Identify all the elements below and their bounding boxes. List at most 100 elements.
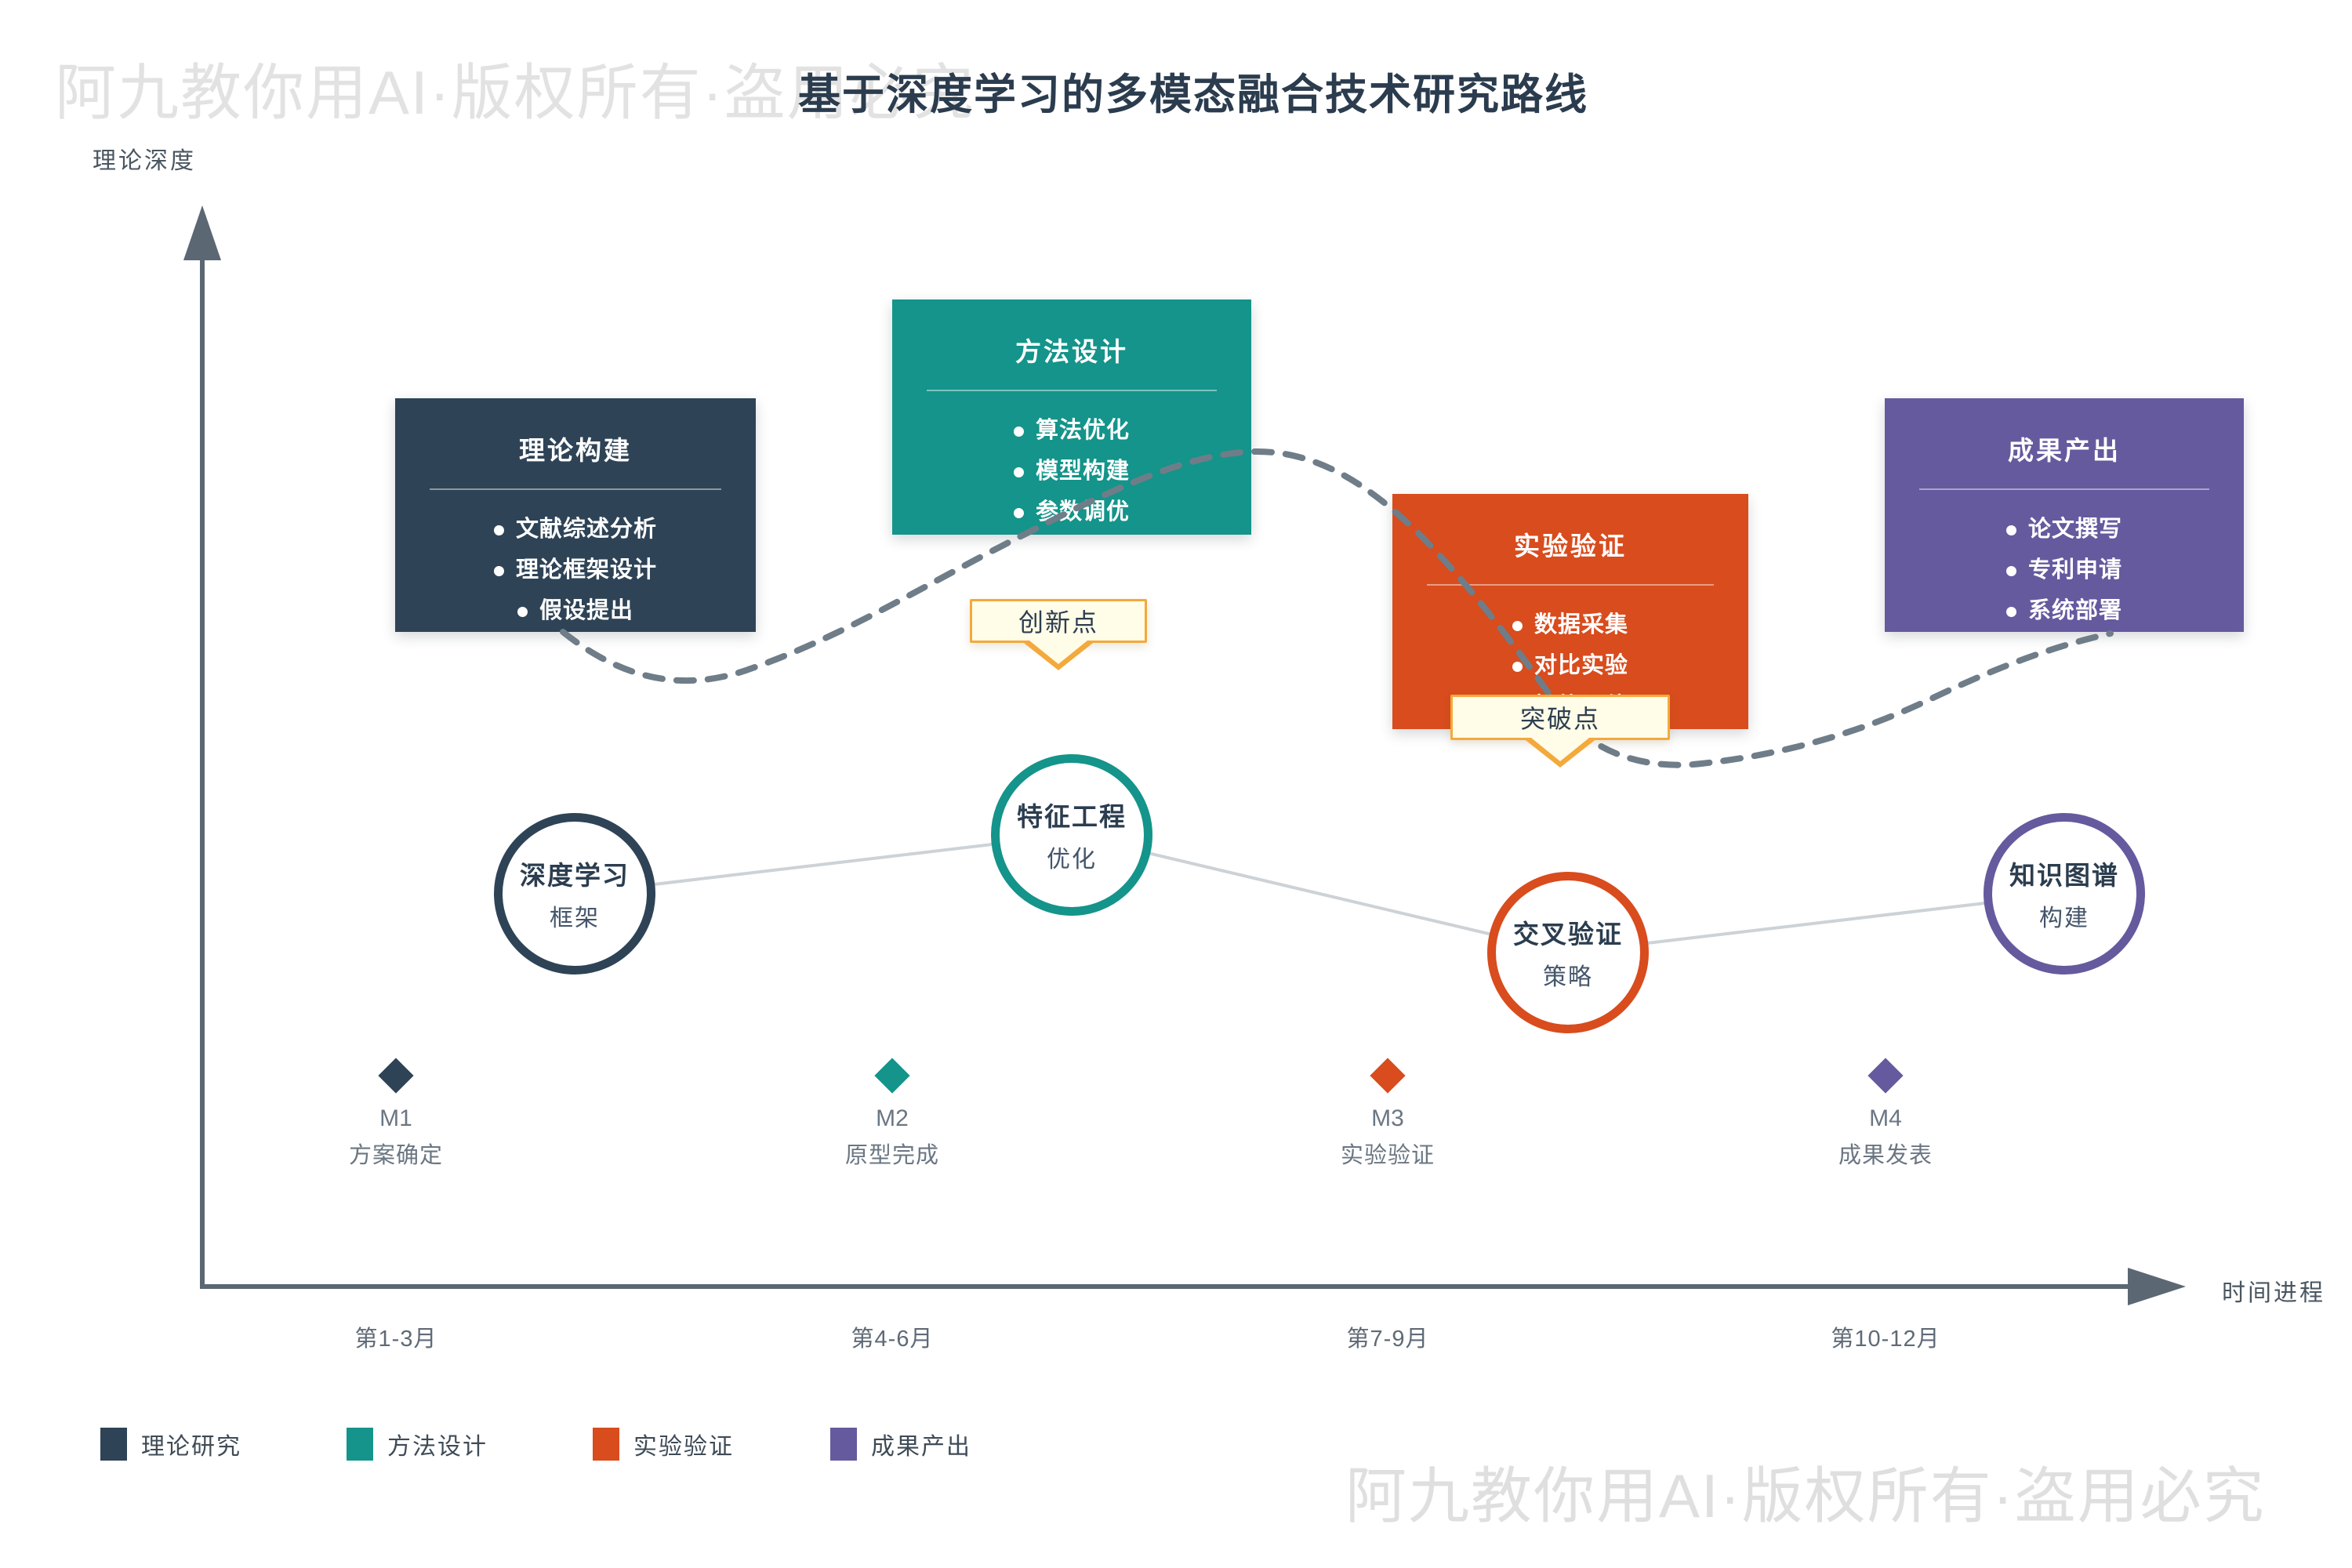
phase-item: 理论框架设计 [395, 550, 756, 590]
legend-item-experiment: 实验验证 [593, 1427, 734, 1461]
node-title: 交叉验证 [1513, 920, 1623, 949]
callout-label: 创新点 [1018, 608, 1098, 637]
x-tick-q2: 第4-6月 [851, 1327, 934, 1352]
node-deep-learning-framework: 深度学习 框架 [494, 813, 655, 975]
bullet-icon [493, 524, 504, 535]
phase-item-label: 模型构建 [1035, 459, 1130, 484]
node-title: 知识图谱 [2009, 861, 2119, 890]
bullet-icon [493, 565, 504, 576]
x-tick-q3: 第7-9月 [1346, 1327, 1429, 1352]
legend-swatch-icon [347, 1428, 373, 1461]
legend-item-theory: 理论研究 [100, 1427, 241, 1461]
milestone-id: M1 [379, 1105, 412, 1131]
y-axis-label: 理论深度 [93, 148, 196, 174]
legend-label: 成果产出 [871, 1434, 971, 1460]
phase-item: 论文撰写 [1885, 509, 2244, 550]
phase-title: 实验验证 [1514, 532, 1627, 561]
phase-item-label: 假设提出 [539, 598, 633, 623]
phase-title: 成果产出 [2008, 436, 2121, 465]
milestone-id: M3 [1371, 1105, 1404, 1131]
phase-item-label: 论文撰写 [2027, 517, 2122, 542]
legend-swatch-icon [100, 1428, 127, 1461]
watermark-top-left: 阿九教你用AI·版权所有·盗用必究 [55, 58, 975, 127]
milestone-m3: M3 实验验证 [1270, 1058, 1505, 1170]
phase-item: 文献综述分析 [395, 509, 756, 550]
phase-box-theory: 理论构建 文献综述分析 理论框架设计 假设提出 [395, 398, 756, 632]
phase-item-label: 系统部署 [2027, 598, 2122, 623]
phase-item: 系统部署 [1885, 590, 2244, 631]
node-subtitle: 优化 [1047, 847, 1097, 873]
node-connector-line [574, 833, 1073, 895]
milestone-id: M4 [1869, 1105, 1902, 1131]
node-title: 深度学习 [520, 861, 630, 890]
bullet-icon [1013, 466, 1024, 477]
phase-item-label: 专利申请 [2027, 557, 2122, 583]
node-subtitle: 框架 [550, 906, 600, 931]
milestone-diamond-icon [1370, 1058, 1406, 1094]
x-axis-arrowhead-icon [2128, 1268, 2186, 1305]
milestone-label: 成果发表 [1838, 1143, 1933, 1168]
bullet-icon [1013, 426, 1024, 437]
x-axis-label: 时间进程 [2222, 1280, 2325, 1306]
phase-item-label: 数据采集 [1534, 612, 1628, 637]
milestone-m1: M1 方案确定 [278, 1058, 514, 1170]
legend-label: 理论研究 [141, 1434, 241, 1460]
bullet-icon [2005, 606, 2016, 617]
milestone-diamond-icon [874, 1058, 910, 1094]
bullet-icon [1512, 620, 1523, 631]
phase-item: 专利申请 [1885, 550, 2244, 590]
milestone-label: 原型完成 [844, 1143, 939, 1168]
phase-item-label: 理论框架设计 [515, 557, 657, 583]
callout-breakthrough: 突破点 [1450, 695, 1670, 768]
phase-item-label: 对比实验 [1534, 653, 1628, 678]
legend-label: 实验验证 [633, 1434, 734, 1460]
node-subtitle: 构建 [2039, 906, 2089, 931]
node-subtitle: 策略 [1543, 964, 1593, 990]
phase-title: 理论构建 [519, 436, 632, 465]
legend-item-output: 成果产出 [830, 1427, 971, 1461]
divider [1427, 584, 1714, 586]
phase-item: 对比实验 [1392, 645, 1748, 686]
milestone-m4: M4 成果发表 [1768, 1058, 2003, 1170]
milestone-label: 实验验证 [1340, 1143, 1435, 1168]
callout-label: 突破点 [1519, 705, 1600, 733]
phase-item: 算法优化 [892, 410, 1251, 451]
phase-box-output: 成果产出 论文撰写 专利申请 系统部署 [1885, 398, 2244, 632]
x-tick-q1: 第1-3月 [354, 1327, 437, 1352]
legend-label: 方法设计 [387, 1434, 488, 1460]
bullet-icon [2005, 565, 2016, 576]
page-title: 基于深度学习的多模态融合技术研究路线 [798, 71, 1588, 118]
divider [1919, 488, 2209, 490]
node-knowledge-graph: 知识图谱 构建 [1984, 813, 2145, 975]
bullet-icon [2005, 524, 2016, 535]
phase-item-label: 算法优化 [1035, 418, 1130, 443]
phase-box-method: 方法设计 算法优化 模型构建 参数调优 [892, 299, 1251, 535]
legend-swatch-icon [593, 1428, 619, 1461]
milestone-label: 方案确定 [348, 1143, 443, 1168]
x-tick-q4: 第10-12月 [1831, 1327, 1940, 1352]
node-feature-engineering: 特征工程 优化 [991, 754, 1152, 916]
divider [927, 390, 1217, 391]
phase-item: 假设提出 [395, 590, 756, 631]
bullet-icon [517, 606, 528, 617]
divider [430, 488, 721, 490]
milestone-id: M2 [876, 1105, 909, 1131]
watermark-bottom-right: 阿九教你用AI·版权所有·盗用必究 [1345, 1461, 2266, 1530]
bullet-icon [1512, 661, 1523, 672]
bullet-icon [1013, 507, 1024, 518]
callout-innovation: 创新点 [970, 599, 1147, 670]
milestone-m2: M2 原型完成 [775, 1058, 1010, 1170]
research-flow-curve [560, 448, 2114, 768]
phase-item: 模型构建 [892, 451, 1251, 492]
milestone-diamond-icon [1867, 1058, 1904, 1094]
phase-item: 数据采集 [1392, 604, 1748, 645]
node-cross-validation: 交叉验证 策略 [1487, 872, 1649, 1033]
node-connector-line [1071, 833, 1569, 954]
phase-item-label: 文献综述分析 [515, 517, 657, 542]
node-title: 特征工程 [1017, 802, 1127, 831]
y-axis-arrowhead-icon [183, 205, 221, 260]
legend-item-method: 方法设计 [347, 1427, 488, 1461]
legend-swatch-icon [830, 1428, 857, 1461]
phase-box-experiment: 实验验证 数据采集 对比实验 性能评估 [1392, 494, 1748, 729]
